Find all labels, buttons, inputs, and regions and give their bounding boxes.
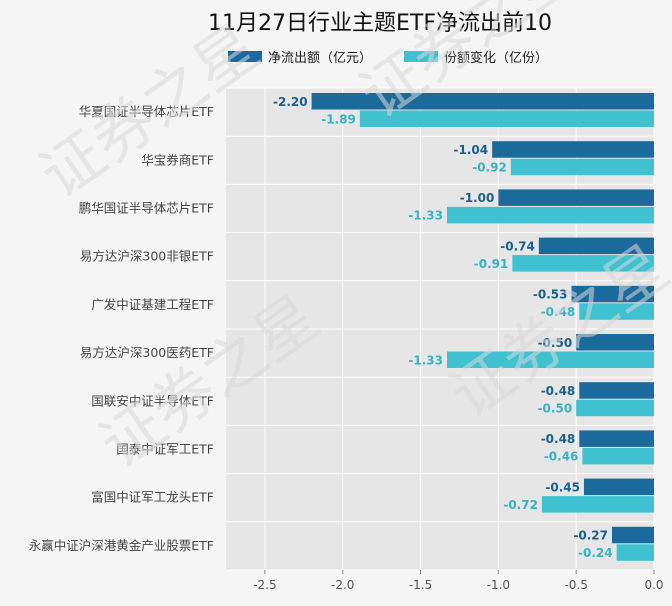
chart-title: 11月27日行业主题ETF净流出前10 bbox=[208, 11, 552, 36]
value-label-net-outflow: -1.04 bbox=[454, 143, 489, 157]
value-label-share-change: -0.92 bbox=[472, 160, 507, 174]
bar-net-outflow bbox=[538, 237, 654, 255]
value-label-share-change: -1.33 bbox=[408, 209, 443, 223]
bar-share-change bbox=[512, 255, 654, 272]
bar-net-outflow bbox=[579, 382, 654, 399]
legend-swatch-share-change bbox=[404, 51, 438, 62]
bar-share-change bbox=[576, 399, 654, 417]
value-label-net-outflow: -1.00 bbox=[460, 191, 495, 205]
value-label-share-change: -0.50 bbox=[538, 401, 573, 415]
bar-share-change bbox=[359, 110, 654, 127]
bar-net-outflow bbox=[611, 526, 654, 544]
value-label-net-outflow: -0.53 bbox=[533, 288, 568, 302]
category-label: 华宝券商ETF bbox=[141, 152, 214, 167]
legend-label-share-change: 份额变化（亿份） bbox=[444, 50, 548, 66]
value-label-net-outflow: -0.27 bbox=[573, 529, 608, 543]
value-label-net-outflow: -0.48 bbox=[541, 384, 576, 398]
x-tick-label: -1.0 bbox=[487, 578, 510, 592]
legend-swatch-outflow bbox=[228, 51, 262, 62]
category-label: 国联安中证半导体ETF bbox=[91, 393, 214, 408]
value-label-share-change: -0.91 bbox=[474, 257, 509, 271]
value-label-net-outflow: -0.74 bbox=[500, 239, 535, 253]
value-label-share-change: -0.72 bbox=[503, 498, 538, 512]
value-label-share-change: -0.24 bbox=[578, 546, 613, 560]
value-label-net-outflow: -0.50 bbox=[538, 336, 573, 350]
value-labels-group: -2.20 -1.89 -1.04 -0.92 -1.00 -1.33 -0.74 -0.91… bbox=[273, 95, 613, 560]
bar-share-change bbox=[579, 303, 654, 320]
bar-share-change bbox=[541, 496, 654, 513]
bar-net-outflow bbox=[498, 189, 654, 206]
category-label: 鹏华国证半导体芯片ETF bbox=[79, 201, 214, 216]
bar-share-change bbox=[447, 206, 654, 224]
value-label-net-outflow: -0.45 bbox=[545, 480, 580, 494]
category-label: 易方达沪深300医药ETF bbox=[80, 345, 214, 360]
bar-net-outflow bbox=[576, 334, 654, 351]
value-label-share-change: -0.48 bbox=[541, 305, 576, 319]
bar-share-change bbox=[616, 544, 654, 561]
x-axis-ticks: -2.5 -2.0 -1.5 -1.0 -0.5 0.0 bbox=[253, 570, 664, 592]
value-label-share-change: -0.46 bbox=[544, 450, 579, 464]
x-tick-label: -0.5 bbox=[564, 578, 587, 592]
bar-net-outflow bbox=[571, 285, 654, 303]
x-tick-label: 0.0 bbox=[644, 578, 663, 592]
value-label-share-change: -1.33 bbox=[408, 353, 443, 367]
legend-label-outflow: 净流出额（亿元） bbox=[268, 51, 372, 66]
bar-share-change bbox=[582, 447, 654, 465]
value-label-net-outflow: -0.48 bbox=[541, 432, 576, 446]
value-label-share-change: -1.89 bbox=[321, 112, 356, 126]
bar-share-change bbox=[447, 351, 654, 368]
bar-net-outflow bbox=[583, 478, 654, 496]
bars-group bbox=[311, 93, 654, 561]
value-label-net-outflow: -2.20 bbox=[273, 95, 308, 109]
category-label: 永赢中证沪深港黄金产业股票ETF bbox=[29, 538, 214, 553]
category-label: 广发中证基建工程ETF bbox=[91, 297, 214, 312]
x-tick-label: -2.0 bbox=[331, 578, 354, 592]
category-label: 国泰中证军工ETF bbox=[116, 442, 214, 457]
category-label: 富国中证军工龙头ETF bbox=[91, 490, 214, 505]
bar-share-change bbox=[510, 158, 654, 176]
category-labels-group: 华夏国证半导体芯片ETF 华宝券商ETF 鹏华国证半导体芯片ETF 易方达沪深300非… bbox=[29, 104, 214, 553]
bar-net-outflow bbox=[311, 93, 654, 110]
legend: 净流出额（亿元） 份额变化（亿份） bbox=[228, 50, 548, 66]
bar-net-outflow bbox=[492, 141, 654, 158]
x-tick-label: -2.5 bbox=[253, 578, 276, 592]
category-label: 华夏国证半导体芯片ETF bbox=[79, 104, 214, 119]
category-label: 易方达沪深300非银ETF bbox=[80, 249, 214, 264]
x-tick-label: -1.5 bbox=[409, 578, 432, 592]
bar-net-outflow bbox=[579, 430, 654, 447]
